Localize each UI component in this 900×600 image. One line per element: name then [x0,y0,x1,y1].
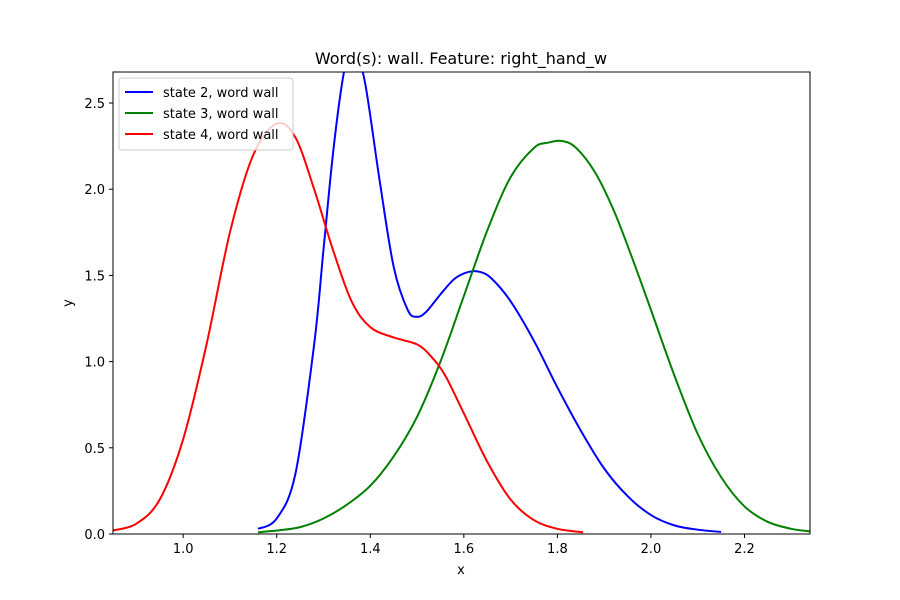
x-tick-label: 2.0 [641,542,662,557]
x-tick-label: 1.2 [266,542,287,557]
y-tick-label: 0.5 [84,442,105,457]
y-tick-label: 2.0 [84,183,105,198]
y-tick-label: 0.0 [84,528,105,543]
chart-title: Word(s): wall. Feature: right_hand_w [315,49,607,69]
series-line-state-4 [113,122,584,534]
series-line-state-3 [257,139,810,534]
x-tick-label: 1.4 [360,542,381,557]
legend-entry-label: state 3, word wall [163,107,279,122]
legend-entry-label: state 2, word wall [163,86,279,101]
x-axis-label: x [457,563,465,578]
series-layer [113,72,810,534]
x-tick-label: 1.6 [453,542,474,557]
y-tick-label: 2.5 [84,97,105,112]
plot-frame [112,71,811,535]
y-tick-label: 1.0 [84,356,105,371]
x-tick-label: 1.0 [173,542,194,557]
y-axis-label: y [61,299,76,307]
x-tick-label: 1.8 [547,542,568,557]
series-line-state-2 [257,72,722,533]
legend-box [118,77,294,151]
y-axis: 0.0 0.5 1.0 1.5 2.0 2.5 [84,97,113,543]
legend-entry-label: state 4, word wall [163,128,279,143]
x-axis: 1.0 1.2 1.4 1.6 1.8 2.0 2.2 [173,534,755,557]
y-tick-label: 1.5 [84,269,105,284]
x-tick-label: 2.2 [734,542,755,557]
legend: state 2, word wall state 3, word wall stat… [118,77,294,151]
